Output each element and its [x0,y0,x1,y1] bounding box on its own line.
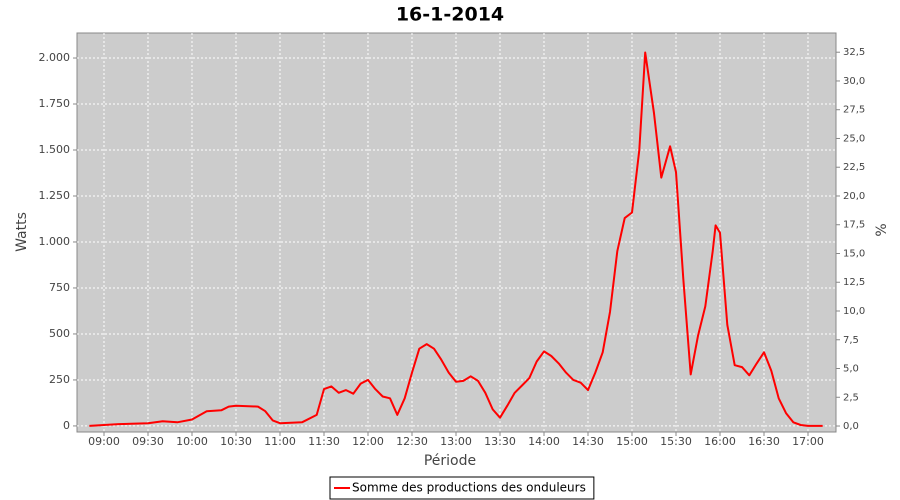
series-line [89,51,823,427]
y2-tick-label: 15,0 [843,248,865,259]
y-tick-label: 1.250 [39,189,71,202]
y-tick-label: 500 [49,327,70,340]
y2-tick-label: 10,0 [843,306,865,317]
plot-area [76,32,837,433]
x-tick-label: 13:00 [440,435,472,448]
y2-axis-label: % [874,223,890,236]
legend-box [329,476,595,500]
x-tick-label: 10:00 [176,435,208,448]
y2-tick-label: 22,5 [843,162,865,173]
x-tick-label: 15:00 [616,435,648,448]
legend-label: Somme des productions des onduleurs [352,481,586,495]
y-tick-label: 1.000 [39,235,71,248]
y2-tick-label: 17,5 [843,220,865,231]
y2-tick-label: 0,0 [843,421,859,432]
x-tick-label: 15:30 [660,435,692,448]
x-tick-label: 09:00 [88,435,120,448]
y2-tick-label: 20,0 [843,191,865,202]
x-tick-label: 10:30 [220,435,252,448]
x-tick-label: 12:00 [352,435,384,448]
y-tick-label: 1.750 [39,97,71,110]
y-axis-label: Watts [14,212,30,252]
x-tick-label: 11:00 [264,435,296,448]
x-tick-label: 16:30 [748,435,780,448]
x-tick-label: 12:30 [396,435,428,448]
y-tick-label: 1.500 [39,143,71,156]
legend: Somme des productions des onduleurs [329,476,595,500]
x-tick-label: 13:30 [484,435,516,448]
x-tick-label: 11:30 [308,435,340,448]
y-tick-label: 0 [63,419,70,432]
y2-tick-label: 30,0 [843,76,865,87]
y2-tick-label: 7,5 [843,335,859,346]
x-tick-label: 09:30 [132,435,164,448]
y2-tick-label: 25,0 [843,133,865,144]
y2-tick-label: 32,5 [843,47,865,58]
x-tick-label: 14:30 [572,435,604,448]
chart-title: 16-1-2014 [396,4,504,26]
x-tick-label: 16:00 [704,435,736,448]
x-tick-label: 17:00 [792,435,824,448]
y2-tick-label: 12,5 [843,277,865,288]
y2-tick-label: 27,5 [843,105,865,116]
y-tick-label: 2.000 [39,51,71,64]
y-tick-label: 250 [49,373,70,386]
y2-tick-label: 5,0 [843,364,859,375]
x-axis-label: Période [424,453,476,469]
x-tick-label: 14:00 [528,435,560,448]
y2-tick-label: 2,5 [843,392,859,403]
y-tick-label: 750 [49,281,70,294]
